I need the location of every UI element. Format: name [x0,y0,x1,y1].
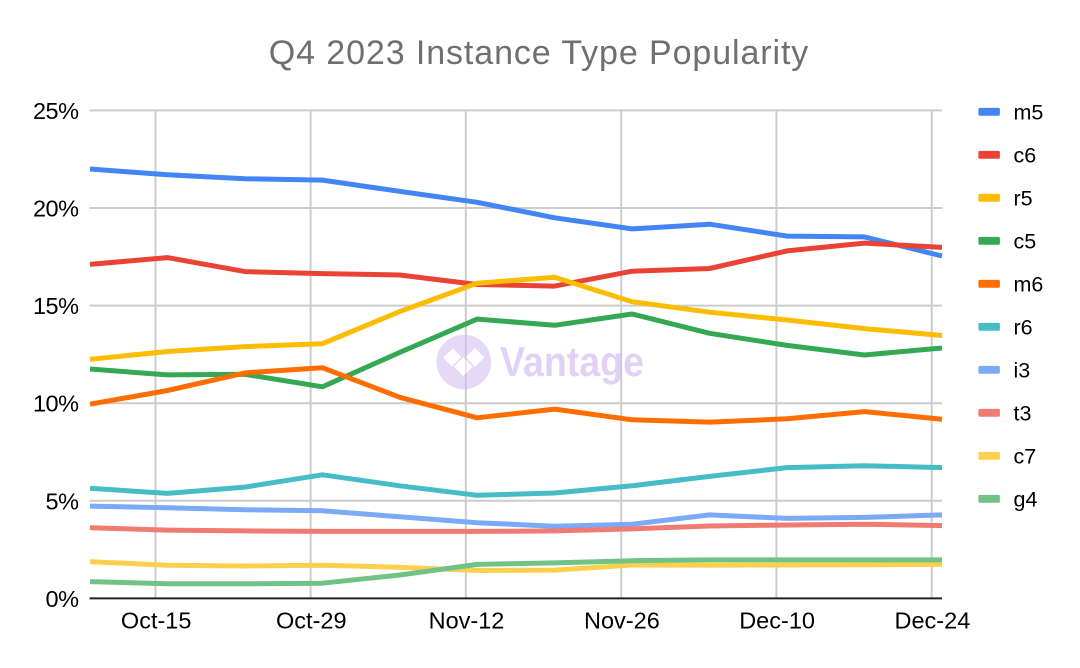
svg-text:Dec-24: Dec-24 [895,607,971,633]
svg-text:m6: m6 [1014,272,1044,296]
svg-text:t3: t3 [1014,401,1032,425]
svg-text:c7: c7 [1014,444,1037,468]
svg-text:20%: 20% [33,196,79,222]
svg-text:c6: c6 [1014,143,1037,167]
svg-text:r6: r6 [1014,315,1033,339]
svg-text:c5: c5 [1014,229,1037,253]
svg-text:25%: 25% [33,98,79,124]
svg-text:m5: m5 [1014,100,1044,124]
svg-text:5%: 5% [46,488,80,514]
svg-text:Q4 2023 Instance Type Populari: Q4 2023 Instance Type Popularity [269,34,809,72]
svg-text:Vantage: Vantage [500,338,644,385]
svg-text:i3: i3 [1014,358,1031,382]
svg-text:Nov-26: Nov-26 [584,607,660,633]
svg-text:Nov-12: Nov-12 [429,607,505,633]
svg-text:Dec-10: Dec-10 [739,607,815,633]
svg-text:r5: r5 [1014,186,1033,210]
svg-text:0%: 0% [46,586,80,612]
svg-text:10%: 10% [33,391,79,417]
svg-text:Oct-29: Oct-29 [276,607,347,633]
svg-text:Oct-15: Oct-15 [121,607,192,633]
svg-text:g4: g4 [1014,487,1038,511]
svg-text:15%: 15% [33,293,79,319]
